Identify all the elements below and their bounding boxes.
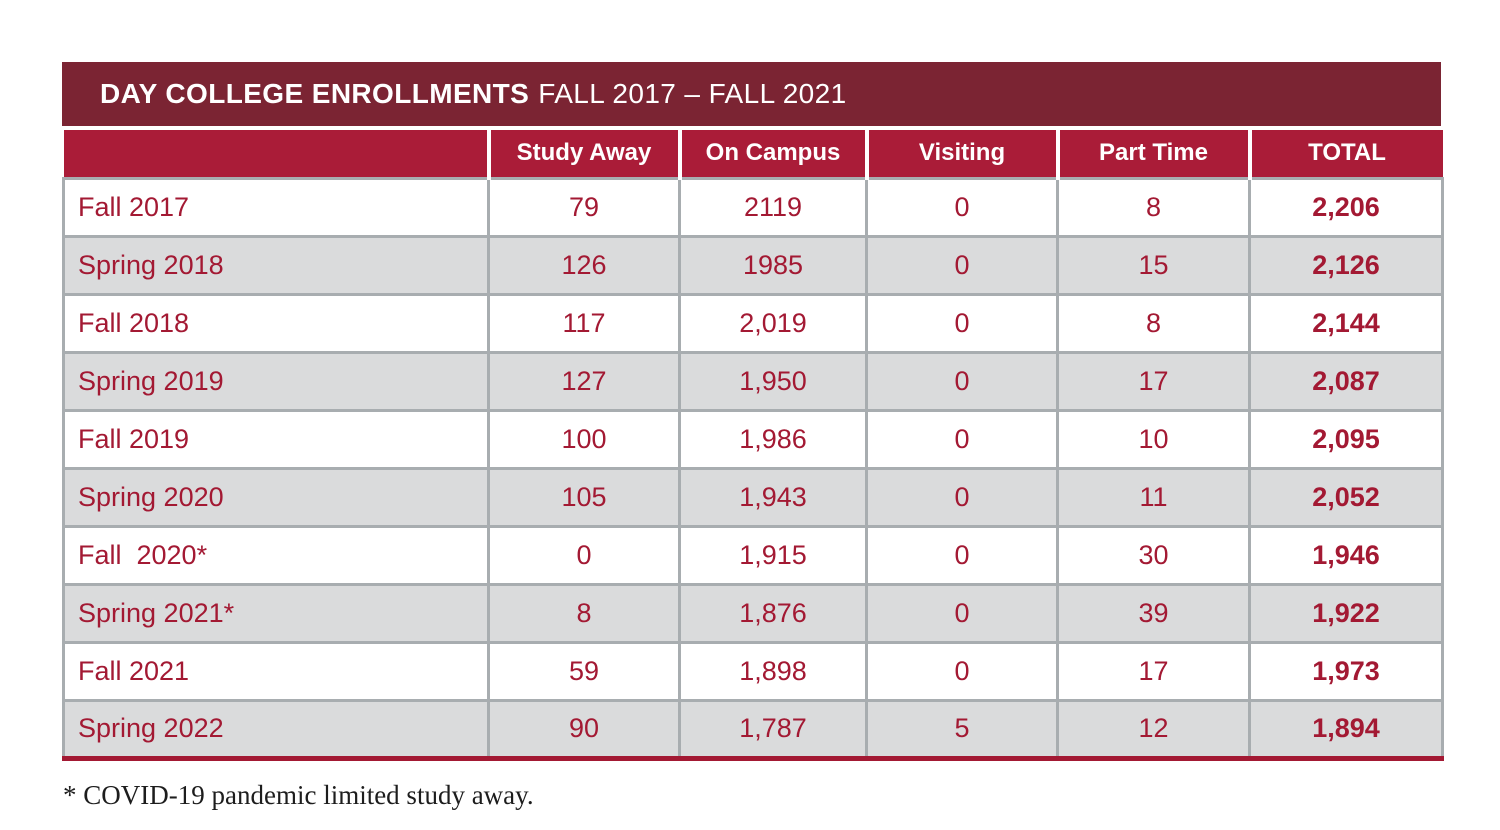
column-header-on-campus: On Campus: [677, 130, 867, 178]
row-label: Spring 2019: [62, 350, 490, 412]
cell-on_campus: 1,943: [678, 466, 868, 528]
cell-study_away: 100: [487, 408, 681, 470]
cell-total: 1,973: [1248, 640, 1444, 702]
cell-part_time: 8: [1056, 292, 1251, 354]
table-title: DAY COLLEGE ENROLLMENTS: [100, 78, 530, 109]
cell-part_time: 15: [1056, 234, 1251, 296]
cell-on_campus: 1985: [678, 234, 868, 296]
table-row: Fall 2021 59 1,898 0 17 1,973: [62, 640, 1444, 702]
cell-total: 2,052: [1248, 466, 1444, 528]
table-row: Fall 2017 79 2119 0 8 2,206: [62, 176, 1444, 238]
cell-total: 2,095: [1248, 408, 1444, 470]
cell-total: 1,922: [1248, 582, 1444, 644]
cell-study_away: 117: [487, 292, 681, 354]
row-label: Fall 2017: [62, 176, 490, 238]
enrollment-table: Study Away On Campus Visiting Part Time TOTA…: [62, 130, 1444, 761]
cell-total: 1,894: [1248, 698, 1444, 760]
row-label: Fall 2020*: [62, 524, 490, 586]
column-header-total: TOTAL: [1247, 130, 1443, 178]
table-row: Fall 2019 100 1,986 0 10 2,095: [62, 408, 1444, 470]
table-row: Spring 2020 105 1,943 0 11 2,052: [62, 466, 1444, 528]
table-row: Spring 2022 90 1,787 5 12 1,894: [62, 698, 1444, 760]
cell-on_campus: 2119: [678, 176, 868, 238]
cell-part_time: 8: [1056, 176, 1251, 238]
cell-total: 2,144: [1248, 292, 1444, 354]
cell-visiting: 0: [865, 640, 1059, 702]
table-row: Spring 2019 127 1,950 0 17 2,087: [62, 350, 1444, 412]
cell-study_away: 0: [487, 524, 681, 586]
report-page: DAY COLLEGE ENROLLMENTS FALL 2017 – FALL…: [62, 62, 1444, 810]
table-row: Spring 2021* 8 1,876 0 39 1,922: [62, 582, 1444, 644]
cell-study_away: 8: [487, 582, 681, 644]
cell-study_away: 59: [487, 640, 681, 702]
column-header-term: [63, 130, 489, 178]
cell-study_away: 127: [487, 350, 681, 412]
cell-visiting: 5: [865, 698, 1059, 760]
table-header-row: Study Away On Campus Visiting Part Time TOTA…: [63, 130, 1443, 178]
table-row: Fall 2020* 0 1,915 0 30 1,946: [62, 524, 1444, 586]
cell-visiting: 0: [865, 292, 1059, 354]
table-subtitle: FALL 2017 – FALL 2021: [538, 78, 847, 109]
cell-part_time: 30: [1056, 524, 1251, 586]
table-row: Fall 2018 117 2,019 0 8 2,144: [62, 292, 1444, 354]
cell-total: 2,126: [1248, 234, 1444, 296]
row-label: Spring 2018: [62, 234, 490, 296]
cell-total: 2,206: [1248, 176, 1444, 238]
table-title-bar: DAY COLLEGE ENROLLMENTS FALL 2017 – FALL…: [62, 62, 1441, 126]
cell-total: 1,946: [1248, 524, 1444, 586]
cell-visiting: 0: [865, 234, 1059, 296]
cell-part_time: 17: [1056, 640, 1251, 702]
cell-visiting: 0: [865, 582, 1059, 644]
cell-visiting: 0: [865, 408, 1059, 470]
cell-on_campus: 1,787: [678, 698, 868, 760]
cell-study_away: 105: [487, 466, 681, 528]
cell-study_away: 126: [487, 234, 681, 296]
cell-on_campus: 1,876: [678, 582, 868, 644]
column-header-part-time: Part Time: [1055, 130, 1250, 178]
row-label: Spring 2022: [62, 698, 490, 760]
table-row: Spring 2018 126 1985 0 15 2,126: [62, 234, 1444, 296]
cell-on_campus: 1,986: [678, 408, 868, 470]
cell-part_time: 10: [1056, 408, 1251, 470]
cell-on_campus: 1,915: [678, 524, 868, 586]
cell-part_time: 39: [1056, 582, 1251, 644]
cell-part_time: 11: [1056, 466, 1251, 528]
row-label: Fall 2021: [62, 640, 490, 702]
column-header-study-away: Study Away: [486, 130, 680, 178]
cell-on_campus: 1,898: [678, 640, 868, 702]
row-label: Fall 2019: [62, 408, 490, 470]
cell-visiting: 0: [865, 466, 1059, 528]
row-label: Fall 2018: [62, 292, 490, 354]
cell-on_campus: 1,950: [678, 350, 868, 412]
cell-study_away: 90: [487, 698, 681, 760]
row-label: Spring 2020: [62, 466, 490, 528]
cell-visiting: 0: [865, 524, 1059, 586]
cell-visiting: 0: [865, 176, 1059, 238]
cell-part_time: 12: [1056, 698, 1251, 760]
footnote: * COVID-19 pandemic limited study away.: [63, 779, 534, 810]
row-label: Spring 2021*: [62, 582, 490, 644]
cell-on_campus: 2,019: [678, 292, 868, 354]
cell-part_time: 17: [1056, 350, 1251, 412]
cell-total: 2,087: [1248, 350, 1444, 412]
cell-visiting: 0: [865, 350, 1059, 412]
column-header-visiting: Visiting: [864, 130, 1058, 178]
cell-study_away: 79: [487, 176, 681, 238]
